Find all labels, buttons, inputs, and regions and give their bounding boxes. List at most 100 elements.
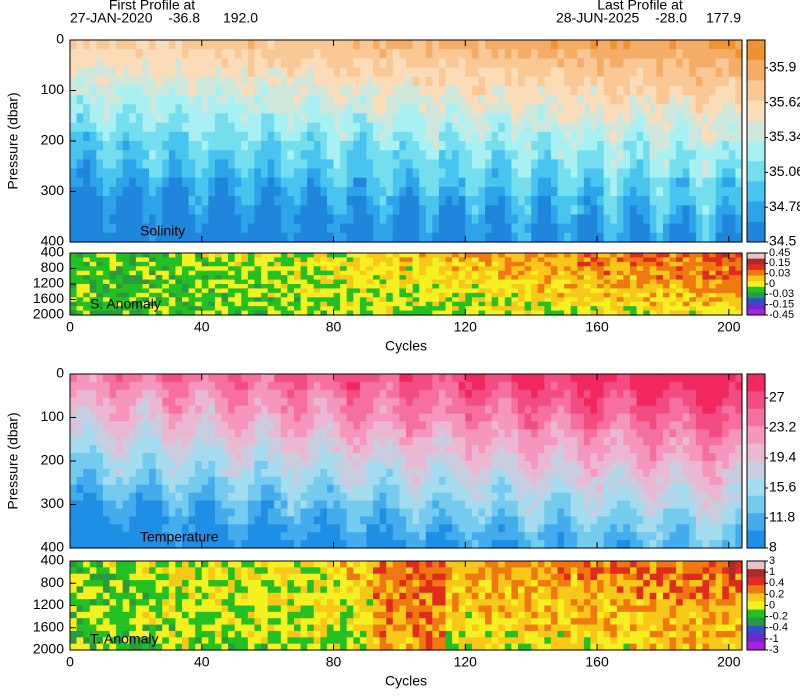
heat-cell — [76, 159, 84, 170]
heat-cell — [735, 266, 743, 272]
heat-cell — [518, 95, 526, 105]
heat-cell — [669, 279, 677, 285]
heat-cell — [471, 168, 480, 179]
heat-cell — [221, 405, 229, 415]
heat-cell — [353, 76, 361, 87]
heat-cell — [478, 266, 486, 272]
heat-cell — [287, 476, 295, 486]
heat-cell — [359, 275, 368, 281]
heat-cell — [333, 310, 341, 316]
heat-cell — [537, 214, 545, 225]
heat-cell — [682, 177, 690, 188]
heat-cell — [722, 141, 730, 151]
heat-cell — [221, 113, 229, 124]
heat-cell — [254, 85, 262, 96]
heat-cell — [83, 453, 91, 462]
heat-cell — [280, 500, 289, 510]
heat-cell — [76, 389, 84, 399]
heat-cell — [458, 168, 466, 179]
heat-cell — [597, 104, 605, 115]
heat-cell — [267, 95, 275, 105]
heat-cell — [649, 49, 657, 59]
heat-cell — [359, 279, 368, 285]
heat-cell — [129, 104, 137, 115]
heat-cell — [83, 232, 91, 243]
heat-cell — [175, 275, 183, 281]
heat-cell — [366, 253, 374, 259]
colorbar-label: 0 — [769, 278, 775, 290]
heat-cell — [412, 437, 420, 446]
heat-cell — [557, 67, 565, 78]
heat-cell — [96, 461, 104, 470]
heat-cell — [656, 150, 664, 160]
heat-cell — [550, 49, 559, 59]
heat-cell — [333, 284, 341, 290]
heat-cell — [392, 310, 401, 316]
heat-cell — [313, 310, 321, 316]
heat-cell — [695, 223, 704, 234]
heat-cell — [425, 306, 433, 312]
heat-cell — [294, 476, 302, 486]
heat-cell — [498, 196, 506, 206]
heat-cell — [577, 310, 585, 316]
heat-cell — [649, 261, 657, 267]
heat-cell — [373, 524, 381, 533]
heat-cell — [320, 49, 328, 59]
heat-cell — [102, 186, 111, 197]
heat-cell — [162, 297, 170, 303]
heat-cell — [709, 186, 717, 197]
heat-cell — [320, 413, 328, 423]
heat-cell — [504, 40, 513, 50]
heat-cell — [406, 214, 414, 225]
heat-cell — [221, 413, 229, 423]
heat-cell — [102, 413, 111, 423]
heat-cell — [715, 40, 723, 50]
heat-cell — [294, 266, 302, 272]
heat-cell — [70, 113, 78, 124]
heat-cell — [695, 122, 704, 133]
heat-cell — [274, 113, 282, 124]
heat-cell — [353, 279, 361, 285]
heat-cell — [511, 253, 519, 259]
heat-cell — [287, 279, 295, 285]
heat-cell — [603, 159, 611, 170]
heat-cell — [583, 306, 592, 312]
heat-cell — [432, 85, 440, 96]
heat-cell — [399, 49, 407, 59]
heat-cell — [359, 40, 368, 50]
heat-cell — [537, 122, 545, 133]
heat-cell — [662, 76, 671, 87]
heat-cell — [478, 288, 486, 294]
heat-cell — [247, 150, 256, 160]
heat-cell — [313, 301, 321, 307]
heat-cell — [689, 288, 697, 294]
heat-cell — [590, 261, 598, 267]
colorbar-band — [747, 40, 765, 61]
heat-cell — [630, 275, 638, 281]
heat-cell — [241, 492, 249, 502]
heat-cell — [676, 104, 684, 115]
heat-cell — [333, 95, 341, 105]
heat-cell — [175, 374, 183, 383]
heat-cell — [557, 310, 565, 316]
heat-cell — [234, 113, 242, 124]
heat-cell — [478, 113, 486, 124]
heat-cell — [109, 540, 117, 549]
heat-cell — [583, 196, 592, 206]
heat-cell — [247, 214, 256, 225]
heat-cell — [280, 421, 289, 430]
heat-cell — [155, 508, 163, 517]
heat-cell — [603, 284, 611, 290]
heat-cell — [511, 131, 519, 142]
colorbar-band — [747, 258, 765, 265]
heat-cell — [149, 524, 157, 533]
heat-cell — [373, 437, 381, 446]
heat-cell — [722, 40, 730, 50]
heat-cell — [294, 405, 302, 415]
heat-cell — [195, 67, 203, 78]
heat-cell — [221, 381, 229, 391]
heat-cell — [241, 284, 249, 290]
heat-cell — [643, 205, 651, 216]
heat-cell — [432, 257, 440, 263]
heat-cell — [544, 141, 552, 151]
